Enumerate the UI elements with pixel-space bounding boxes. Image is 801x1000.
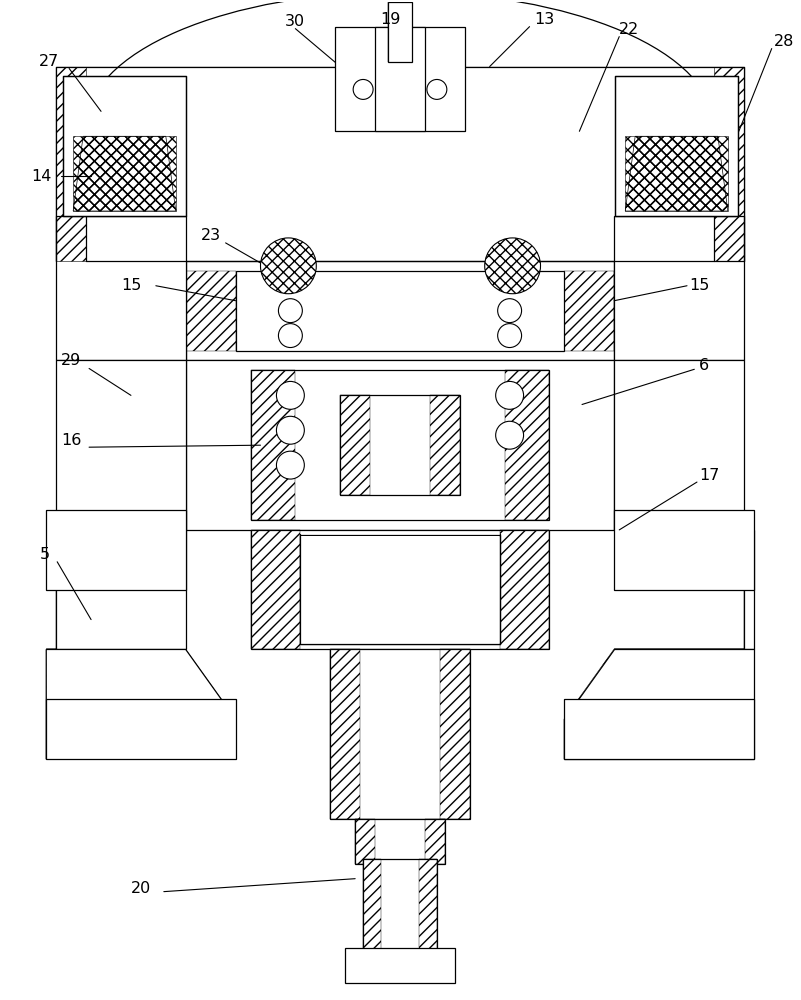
Bar [186, 271, 235, 351]
Text: 5: 5 [39, 547, 50, 562]
Bar [340, 395, 370, 495]
Bar [251, 370, 296, 520]
Bar [251, 370, 549, 520]
Circle shape [496, 381, 524, 409]
Bar [388, 2, 412, 62]
Text: 27: 27 [39, 54, 59, 69]
Bar [300, 535, 500, 644]
Polygon shape [46, 530, 186, 649]
Text: 22: 22 [619, 22, 639, 37]
Bar [419, 859, 437, 958]
Bar [614, 216, 744, 360]
Bar [614, 510, 754, 590]
Bar [186, 261, 614, 360]
Bar [355, 819, 375, 864]
Bar [336, 27, 465, 131]
Bar [73, 136, 175, 211]
Bar [615, 76, 738, 216]
Bar [614, 360, 744, 530]
Bar [388, 2, 412, 62]
Bar [251, 530, 549, 649]
Circle shape [485, 238, 541, 294]
Bar [186, 360, 614, 530]
Bar [186, 261, 614, 360]
Text: 20: 20 [131, 881, 151, 896]
Bar [330, 649, 469, 819]
Bar [614, 216, 744, 360]
Text: 23: 23 [201, 228, 221, 243]
Text: 19: 19 [380, 12, 400, 27]
Circle shape [353, 79, 373, 99]
Text: 15: 15 [689, 278, 710, 293]
Circle shape [497, 299, 521, 323]
Bar [626, 136, 728, 211]
Text: 13: 13 [534, 12, 554, 27]
Bar [56, 360, 186, 530]
Bar [440, 649, 469, 819]
Text: 15: 15 [121, 278, 141, 293]
Bar [56, 216, 186, 360]
Bar [46, 699, 235, 759]
Bar [375, 27, 425, 131]
Text: 30: 30 [285, 14, 305, 29]
Text: 28: 28 [774, 34, 794, 49]
Bar [46, 510, 186, 590]
Polygon shape [46, 649, 235, 759]
Bar [235, 271, 565, 351]
Bar [500, 530, 549, 649]
Bar [565, 271, 614, 351]
Bar [345, 948, 455, 983]
Bar [251, 530, 300, 649]
Text: 29: 29 [61, 353, 82, 368]
Bar [56, 360, 186, 530]
Circle shape [496, 421, 524, 449]
Bar [46, 699, 235, 759]
Text: 16: 16 [61, 433, 82, 448]
Bar [614, 510, 754, 590]
Bar [614, 360, 744, 530]
Polygon shape [56, 67, 744, 261]
Bar [430, 395, 460, 495]
Bar [186, 360, 614, 530]
Circle shape [276, 416, 304, 444]
Bar [565, 699, 754, 759]
Polygon shape [614, 530, 754, 649]
Bar [63, 76, 186, 216]
Bar [425, 819, 445, 864]
Circle shape [427, 79, 447, 99]
Bar [56, 216, 186, 360]
Bar [363, 859, 437, 958]
Circle shape [279, 324, 302, 348]
Circle shape [260, 238, 316, 294]
Bar [340, 395, 460, 495]
Bar [46, 510, 186, 590]
Circle shape [276, 451, 304, 479]
Text: 6: 6 [699, 358, 709, 373]
Bar [505, 370, 549, 520]
Bar [330, 649, 360, 819]
Text: 14: 14 [31, 169, 51, 184]
Bar [355, 819, 445, 864]
Circle shape [497, 324, 521, 348]
Bar [56, 67, 744, 261]
Circle shape [276, 381, 304, 409]
Bar [565, 699, 754, 759]
Bar [363, 859, 381, 958]
Bar [56, 67, 744, 261]
Bar [714, 67, 744, 261]
Bar [301, 536, 499, 644]
Circle shape [279, 299, 302, 323]
Polygon shape [565, 649, 754, 759]
Bar [56, 67, 86, 261]
Bar [336, 27, 465, 131]
Text: 17: 17 [699, 468, 719, 483]
